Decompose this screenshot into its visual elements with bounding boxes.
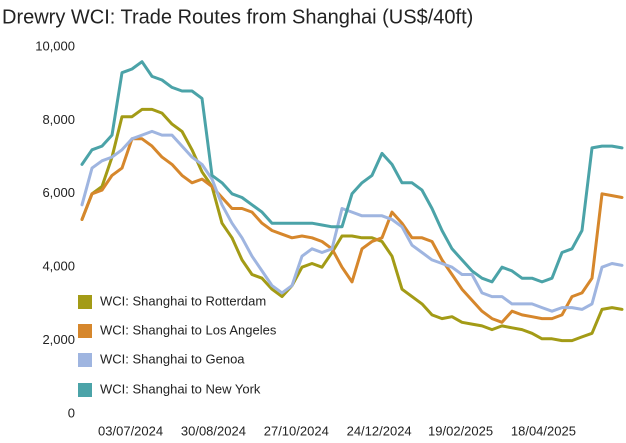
x-tick-label: 03/07/2024: [98, 423, 163, 438]
legend-label: WCI: Shanghai to Los Angeles: [100, 322, 277, 337]
legend-label: WCI: Shanghai to Rotterdam: [100, 293, 266, 308]
series-line: [80, 107, 624, 343]
legend-swatch: [78, 383, 92, 397]
chart-title: Drewry WCI: Trade Routes from Shanghai (…: [2, 6, 473, 28]
y-tick-label: 0: [68, 405, 75, 420]
y-tick-label: 8,000: [42, 112, 75, 127]
legend-label: WCI: Shanghai to Genoa: [100, 351, 245, 366]
series-line: [80, 137, 624, 324]
y-tick-label: 6,000: [42, 185, 75, 200]
x-tick-label: 27/10/2024: [264, 423, 329, 438]
x-tick-label: 30/08/2024: [181, 423, 246, 438]
y-tick-label: 2,000: [42, 332, 75, 347]
legend-label: WCI: Shanghai to New York: [100, 381, 261, 396]
x-tick-label: 18/04/2025: [511, 423, 576, 438]
x-tick-label: 19/02/2025: [428, 423, 493, 438]
legend-swatch: [78, 353, 92, 367]
legend-swatch: [78, 295, 92, 309]
series-line: [80, 60, 624, 284]
legend-swatch: [78, 324, 92, 338]
y-tick-label: 10,000: [35, 38, 75, 53]
y-tick-label: 4,000: [42, 259, 75, 274]
x-tick-label: 24/12/2024: [347, 423, 412, 438]
series-line: [80, 129, 624, 313]
